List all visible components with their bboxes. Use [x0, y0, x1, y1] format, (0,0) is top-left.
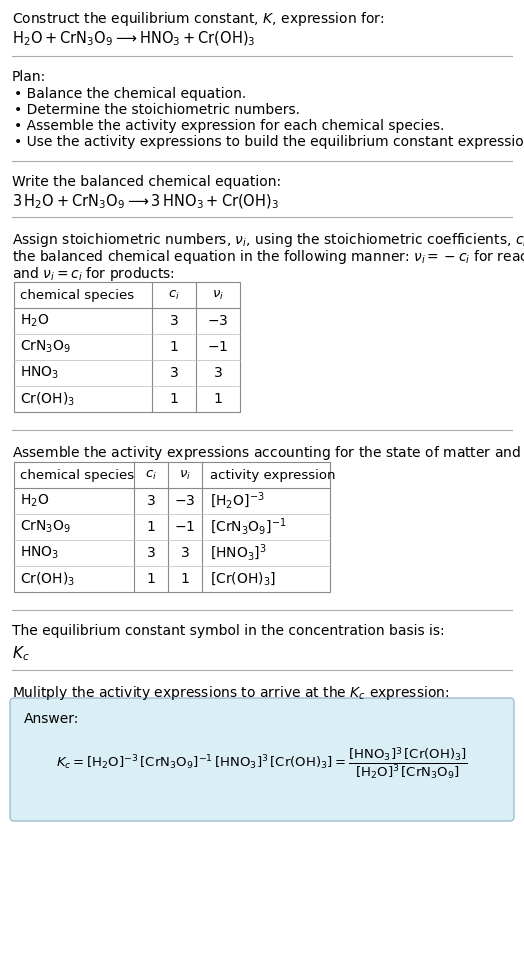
Text: $\mathrm{H_2O + CrN_3O_9 \longrightarrow HNO_3 + Cr(OH)_3}$: $\mathrm{H_2O + CrN_3O_9 \longrightarrow…: [12, 30, 256, 48]
Text: Assign stoichiometric numbers, $\nu_i$, using the stoichiometric coefficients, $: Assign stoichiometric numbers, $\nu_i$, …: [12, 231, 524, 249]
Text: $\mathrm{H_2O}$: $\mathrm{H_2O}$: [20, 493, 49, 509]
Text: $\nu_i$: $\nu_i$: [179, 468, 191, 481]
Text: Construct the equilibrium constant, $K$, expression for:: Construct the equilibrium constant, $K$,…: [12, 10, 385, 28]
Text: $[\mathrm{HNO_3}]^3$: $[\mathrm{HNO_3}]^3$: [210, 543, 267, 563]
Text: chemical species: chemical species: [20, 469, 134, 481]
Text: 1: 1: [170, 340, 179, 354]
Text: $c_i$: $c_i$: [168, 288, 180, 302]
Text: • Determine the stoichiometric numbers.: • Determine the stoichiometric numbers.: [14, 103, 300, 117]
Text: chemical species: chemical species: [20, 288, 134, 302]
Text: $c_i$: $c_i$: [145, 468, 157, 481]
Text: $\mathrm{CrN_3O_9}$: $\mathrm{CrN_3O_9}$: [20, 519, 71, 535]
Text: 3: 3: [170, 314, 178, 328]
Text: 1: 1: [170, 392, 179, 406]
Text: $\mathrm{HNO_3}$: $\mathrm{HNO_3}$: [20, 545, 59, 561]
Text: $[\mathrm{H_2O}]^{-3}$: $[\mathrm{H_2O}]^{-3}$: [210, 491, 265, 511]
Text: 3: 3: [170, 366, 178, 380]
Text: $-3$: $-3$: [174, 494, 195, 508]
Text: Assemble the activity expressions accounting for the state of matter and $\nu_i$: Assemble the activity expressions accoun…: [12, 444, 524, 462]
Text: $K_c$: $K_c$: [12, 644, 30, 663]
Text: Write the balanced chemical equation:: Write the balanced chemical equation:: [12, 175, 281, 189]
Text: 3: 3: [181, 546, 189, 560]
Text: 1: 1: [181, 572, 190, 586]
Text: and $\nu_i = c_i$ for products:: and $\nu_i = c_i$ for products:: [12, 265, 175, 283]
Text: 1: 1: [147, 572, 156, 586]
Text: $-1$: $-1$: [208, 340, 228, 354]
Text: 3: 3: [147, 546, 156, 560]
Text: Plan:: Plan:: [12, 70, 46, 84]
Text: Answer:: Answer:: [24, 712, 79, 726]
Text: 3: 3: [147, 494, 156, 508]
Text: $-3$: $-3$: [208, 314, 228, 328]
Text: Mulitply the activity expressions to arrive at the $K_c$ expression:: Mulitply the activity expressions to arr…: [12, 684, 450, 702]
Text: • Assemble the activity expression for each chemical species.: • Assemble the activity expression for e…: [14, 119, 444, 133]
Text: $\nu_i$: $\nu_i$: [212, 288, 224, 302]
Text: $\mathrm{HNO_3}$: $\mathrm{HNO_3}$: [20, 365, 59, 382]
Text: $[\mathrm{CrN_3O_9}]^{-1}$: $[\mathrm{CrN_3O_9}]^{-1}$: [210, 517, 287, 537]
Text: $K_c = [\mathrm{H_2O}]^{-3}\,[\mathrm{CrN_3O_9}]^{-1}\,[\mathrm{HNO_3}]^3\,[\mat: $K_c = [\mathrm{H_2O}]^{-3}\,[\mathrm{Cr…: [56, 746, 468, 782]
Text: $\mathrm{CrN_3O_9}$: $\mathrm{CrN_3O_9}$: [20, 339, 71, 356]
Text: • Use the activity expressions to build the equilibrium constant expression.: • Use the activity expressions to build …: [14, 135, 524, 149]
Text: $\mathrm{Cr(OH)_3}$: $\mathrm{Cr(OH)_3}$: [20, 390, 75, 407]
FancyBboxPatch shape: [10, 698, 514, 821]
Text: 1: 1: [147, 520, 156, 534]
Text: • Balance the chemical equation.: • Balance the chemical equation.: [14, 87, 246, 101]
Text: The equilibrium constant symbol in the concentration basis is:: The equilibrium constant symbol in the c…: [12, 624, 445, 638]
Text: 1: 1: [214, 392, 222, 406]
Bar: [14, 462, 330, 592]
Text: $[\mathrm{Cr(OH)_3}]$: $[\mathrm{Cr(OH)_3}]$: [210, 571, 276, 587]
Text: $-1$: $-1$: [174, 520, 195, 534]
Text: the balanced chemical equation in the following manner: $\nu_i = -c_i$ for react: the balanced chemical equation in the fo…: [12, 248, 524, 266]
Text: 3: 3: [214, 366, 222, 380]
Text: $\mathrm{Cr(OH)_3}$: $\mathrm{Cr(OH)_3}$: [20, 570, 75, 588]
Bar: [14, 282, 240, 412]
Text: activity expression: activity expression: [210, 469, 335, 481]
Text: $\mathrm{H_2O}$: $\mathrm{H_2O}$: [20, 312, 49, 330]
Text: $\mathrm{3\,H_2O + CrN_3O_9 \longrightarrow 3\,HNO_3 + Cr(OH)_3}$: $\mathrm{3\,H_2O + CrN_3O_9 \longrightar…: [12, 193, 279, 211]
